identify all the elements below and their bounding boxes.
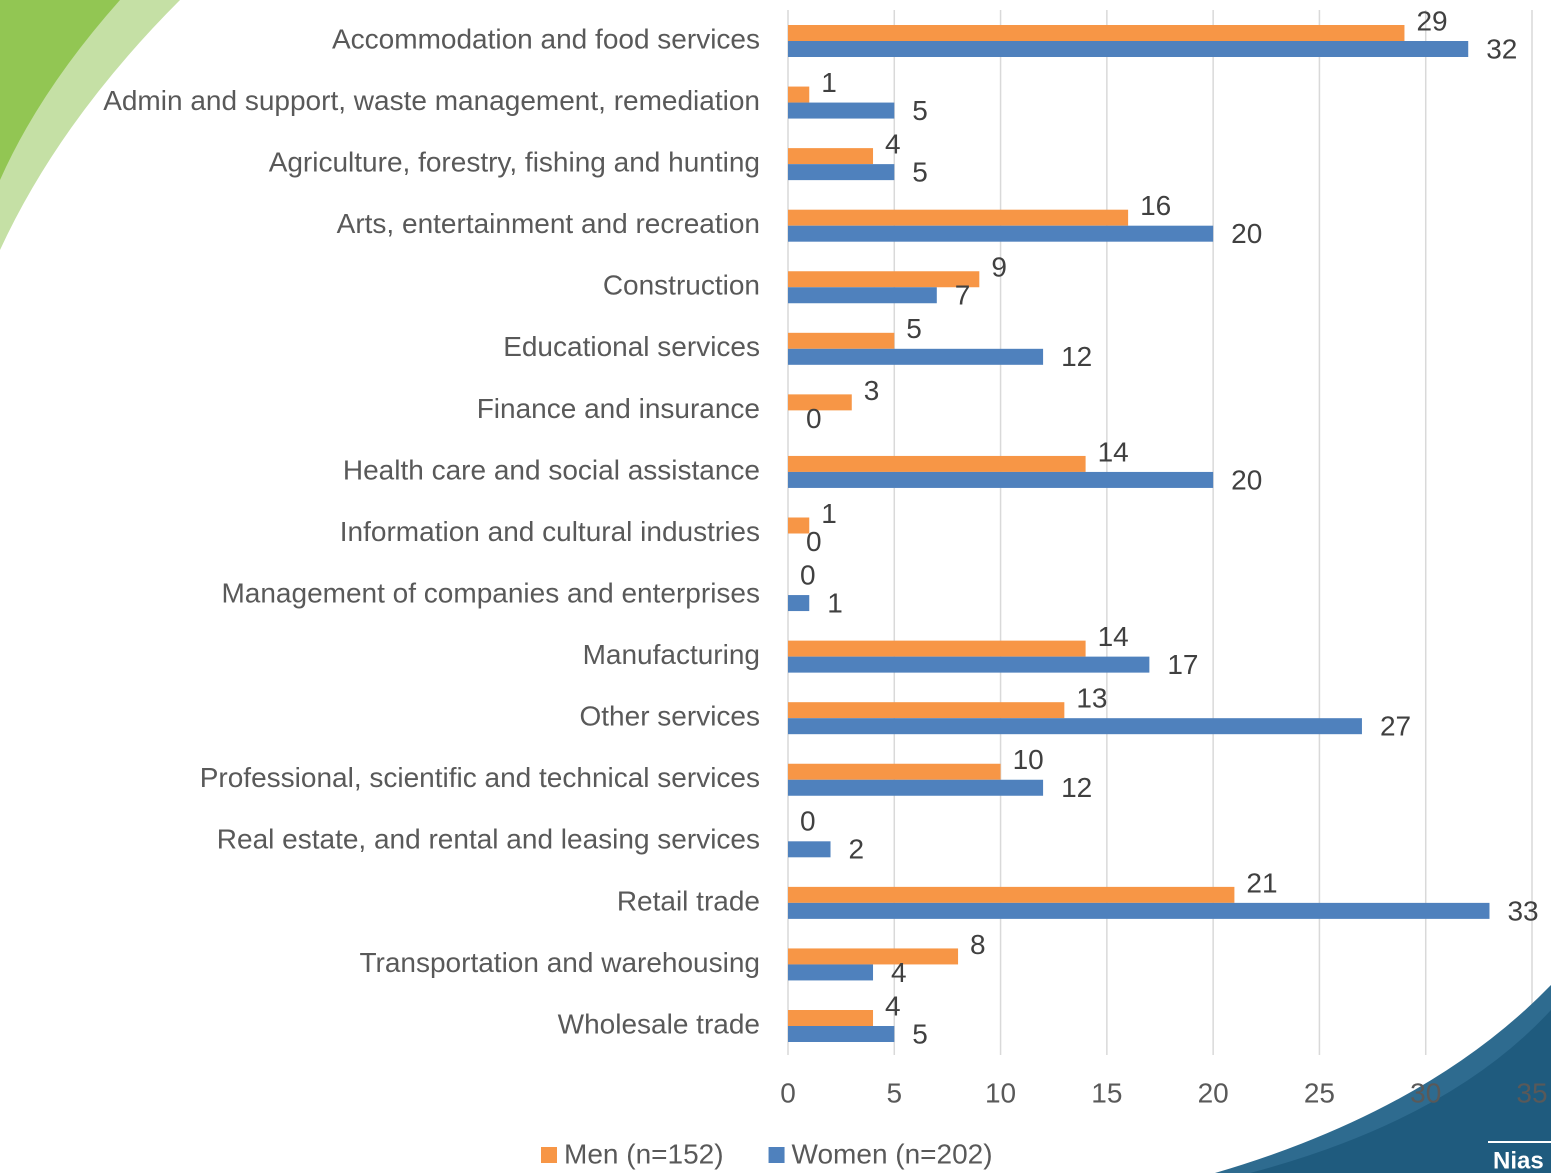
value-label: 14	[1098, 436, 1129, 467]
bar	[788, 102, 895, 119]
legend-swatch	[541, 1147, 557, 1163]
value-label: 13	[1076, 683, 1107, 714]
category-label: Manufacturing	[583, 639, 760, 670]
x-tick-label: 35	[1516, 1077, 1547, 1108]
bar	[788, 841, 831, 858]
bar	[788, 86, 810, 103]
bar	[788, 348, 1044, 365]
category-label: Educational services	[503, 331, 760, 362]
legend-swatch	[768, 1147, 785, 1163]
value-label: 8	[970, 929, 986, 960]
bar	[788, 1026, 895, 1042]
bar	[788, 517, 810, 534]
bar	[788, 948, 959, 965]
decoration	[0, 0, 120, 180]
bar	[788, 718, 1362, 735]
category-label: Other services	[580, 701, 761, 732]
x-tick-label: 25	[1304, 1077, 1335, 1108]
category-label: Arts, entertainment and recreation	[337, 208, 760, 239]
value-label: 2	[849, 834, 865, 865]
category-label: Real estate, and rental and leasing serv…	[217, 824, 760, 855]
value-label: 29	[1416, 5, 1447, 36]
legend-label: Women (n=202)	[792, 1138, 993, 1169]
category-label: Construction	[603, 270, 760, 301]
bar	[788, 702, 1065, 719]
value-label: 4	[885, 990, 901, 1021]
x-tick-label: 5	[886, 1077, 902, 1108]
bar	[788, 164, 895, 181]
bar	[788, 287, 937, 304]
category-label: Admin and support, waste management, rem…	[103, 85, 760, 116]
x-tick-label: 20	[1198, 1077, 1229, 1108]
value-label: 32	[1486, 33, 1517, 64]
x-tick-label: 10	[985, 1077, 1016, 1108]
value-label: 0	[800, 559, 816, 590]
value-label: 0	[806, 526, 822, 557]
value-label: 9	[991, 252, 1007, 283]
bar	[788, 640, 1086, 657]
value-label: 3	[864, 375, 880, 406]
value-label: 4	[885, 129, 901, 160]
bar	[788, 25, 1405, 41]
category-label: Transportation and warehousing	[359, 947, 760, 978]
decoration	[1250, 1010, 1551, 1173]
x-tick-label: 15	[1091, 1077, 1122, 1108]
bar	[788, 471, 1214, 488]
value-label: 5	[912, 95, 928, 126]
value-label: 5	[906, 313, 922, 344]
value-label: 10	[1013, 744, 1044, 775]
value-label: 5	[912, 157, 928, 188]
bar	[788, 595, 810, 612]
bar	[788, 209, 1129, 226]
value-label: 12	[1061, 772, 1092, 803]
bar	[788, 902, 1490, 919]
bar	[788, 1010, 874, 1026]
logo-text: Nias	[1493, 1147, 1544, 1173]
category-label: Professional, scientific and technical s…	[200, 762, 760, 793]
value-label: 4	[891, 957, 907, 988]
category-label: Management of companies and enterprises	[221, 577, 760, 608]
value-label: 14	[1098, 621, 1129, 652]
x-tick-label: 30	[1410, 1077, 1441, 1108]
value-label: 16	[1140, 190, 1171, 221]
value-label: 5	[912, 1018, 928, 1049]
bar	[788, 148, 874, 165]
bar	[788, 332, 895, 349]
value-label: 7	[955, 280, 971, 311]
value-label: 17	[1167, 649, 1198, 680]
value-label: 33	[1507, 895, 1538, 926]
x-tick-label: 0	[780, 1077, 796, 1108]
category-label: Finance and insurance	[477, 393, 760, 424]
bar	[788, 656, 1150, 673]
category-label: Retail trade	[617, 885, 760, 916]
value-label: 0	[806, 403, 822, 434]
bar	[788, 225, 1214, 242]
bar	[788, 779, 1044, 796]
value-label: 12	[1061, 341, 1092, 372]
value-label: 1	[821, 67, 837, 98]
category-label: Information and cultural industries	[340, 516, 760, 547]
bar	[788, 964, 874, 981]
bar	[788, 455, 1086, 472]
category-label: Accommodation and food services	[332, 23, 760, 54]
value-label: 0	[800, 806, 816, 837]
bar	[788, 763, 1001, 780]
bar	[788, 41, 1469, 57]
bar	[788, 886, 1235, 903]
category-label: Health care and social assistance	[343, 454, 760, 485]
bar	[788, 394, 852, 411]
bar	[788, 271, 980, 288]
value-label: 1	[821, 498, 837, 529]
category-label: Wholesale trade	[558, 1008, 760, 1039]
value-label: 21	[1246, 867, 1277, 898]
value-label: 1	[827, 587, 843, 618]
value-label: 27	[1380, 711, 1411, 742]
legend-label: Men (n=152)	[564, 1138, 724, 1169]
value-label: 20	[1231, 464, 1262, 495]
value-label: 20	[1231, 218, 1262, 249]
category-label: Agriculture, forestry, fishing and hunti…	[269, 147, 760, 178]
